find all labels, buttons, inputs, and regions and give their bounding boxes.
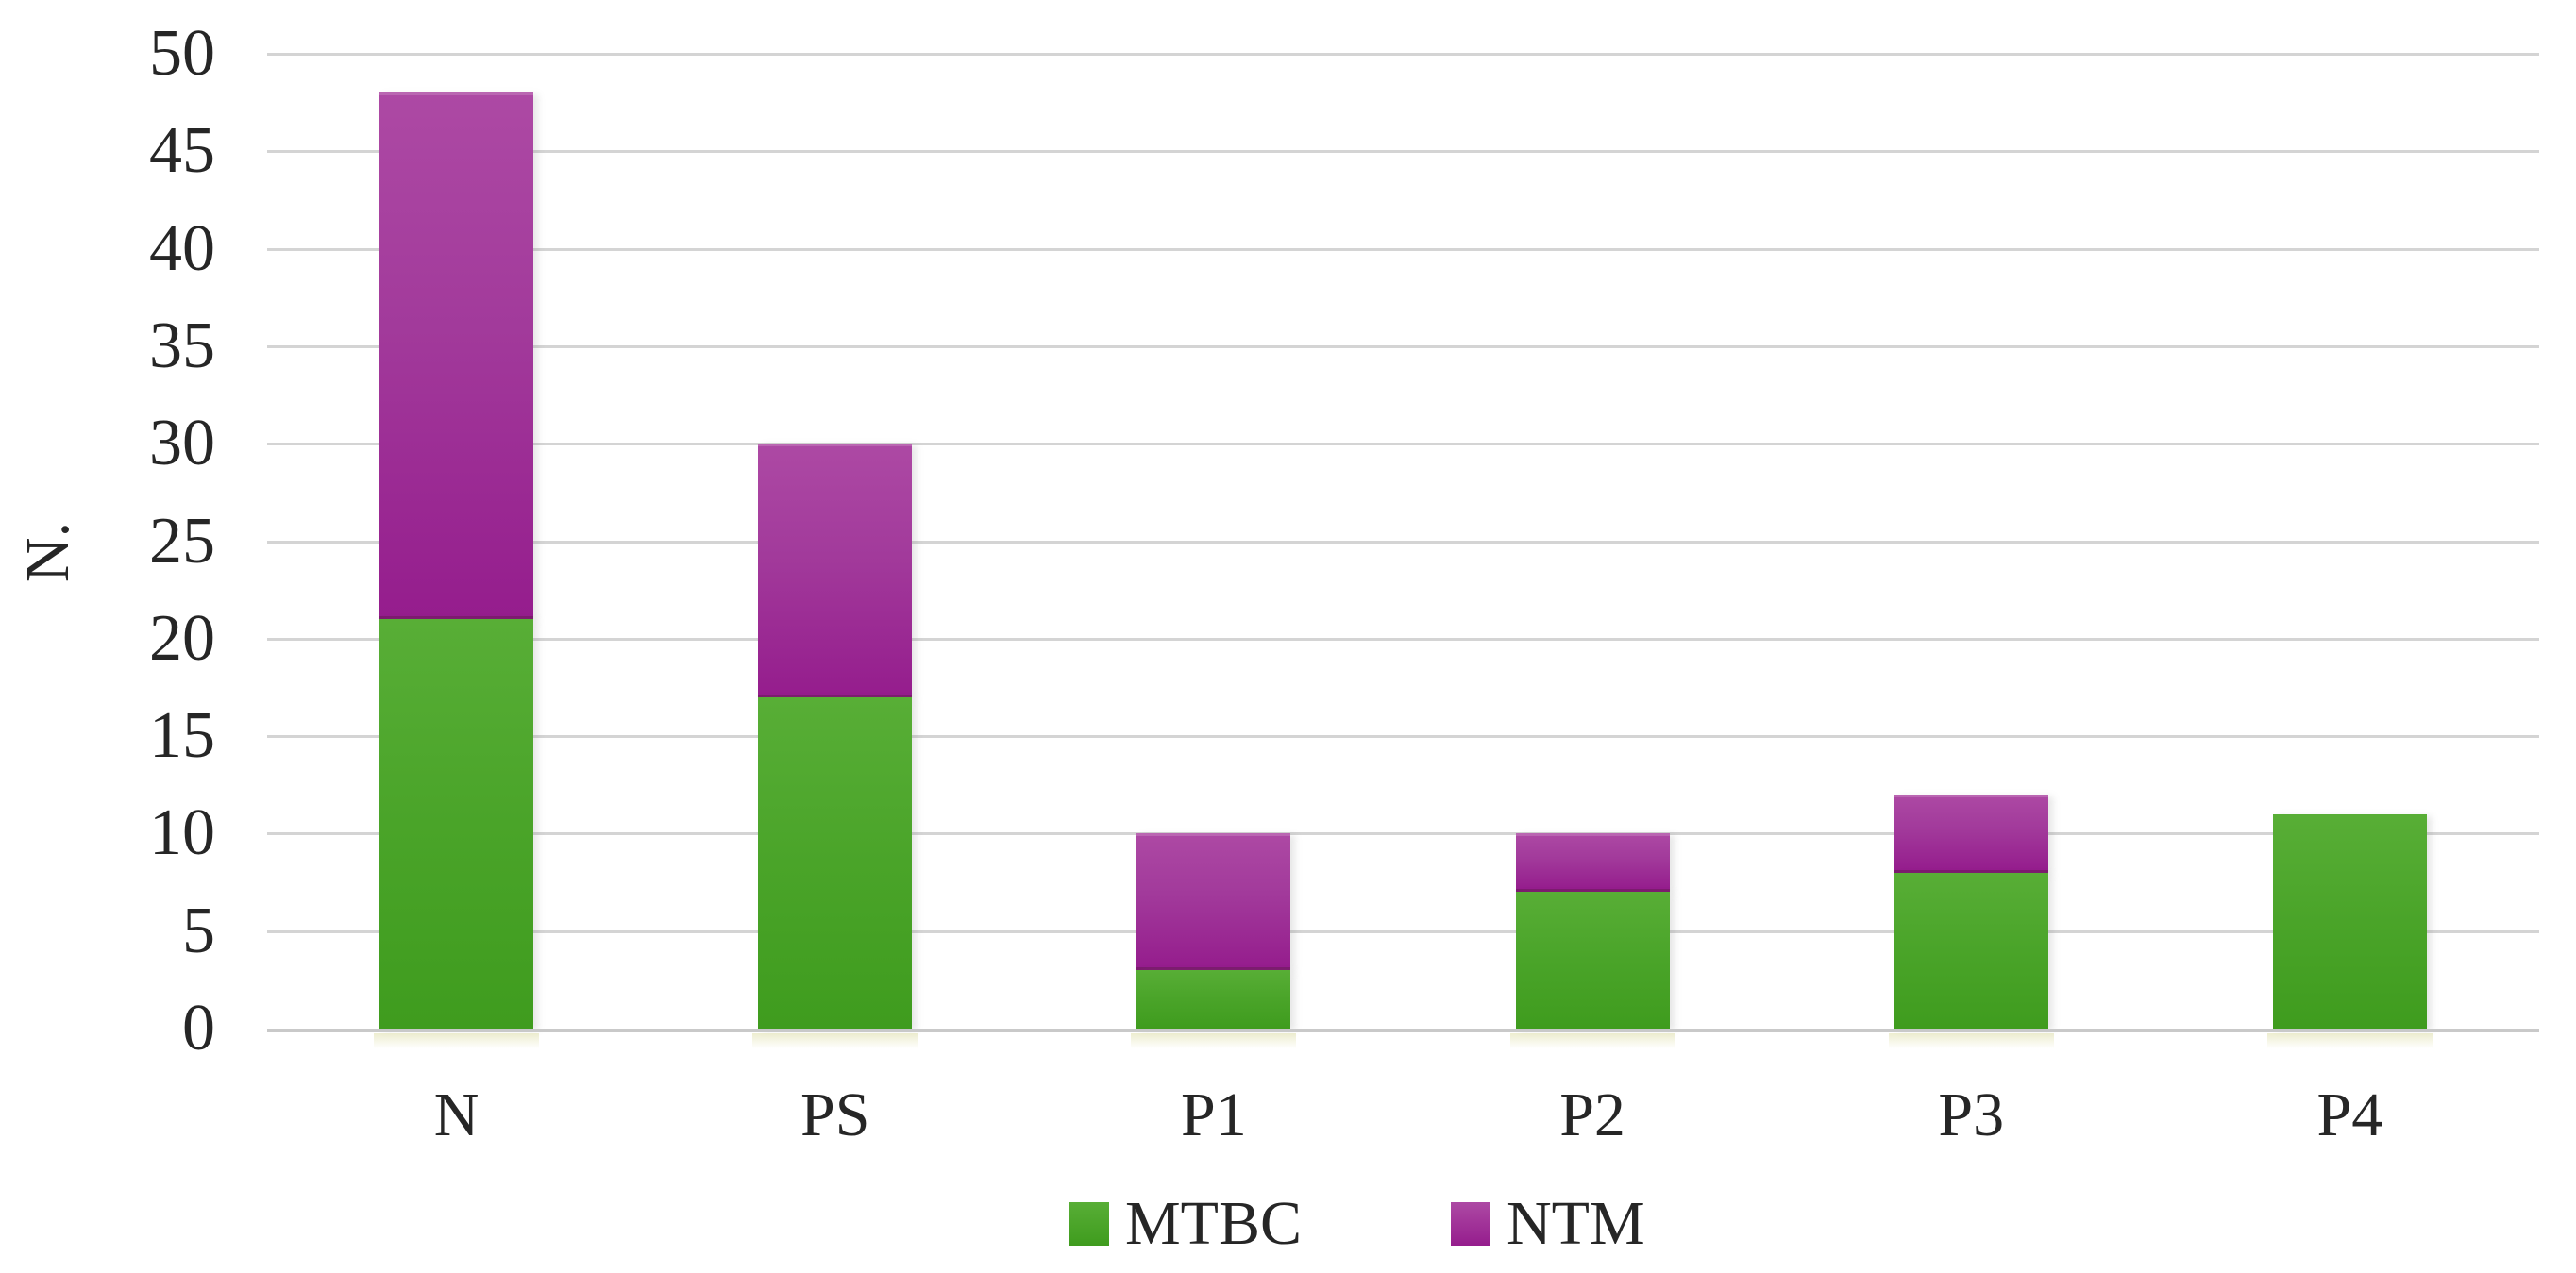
gridline-35 [267, 344, 2539, 348]
y-tick-label-50: 50 [149, 17, 215, 90]
gridline-50 [267, 53, 2539, 56]
bar-segment-mtbc-P4 [2272, 813, 2427, 1029]
gridline-15 [267, 735, 2539, 739]
y-tick-label-10: 10 [149, 796, 215, 870]
y-tick-label-15: 15 [149, 699, 215, 773]
x-label-P3: P3 [1938, 1080, 2005, 1149]
bar-segment-mtbc-N [379, 619, 534, 1029]
bar-segment-ntm-P3 [1894, 795, 2048, 873]
bar-segment-mtbc-PS [758, 696, 913, 1029]
y-tick-label-25: 25 [149, 504, 215, 578]
bar-shadow-PS [752, 1033, 918, 1048]
bar-shadow-P2 [1509, 1033, 1675, 1048]
bar-shadow-P3 [1888, 1033, 2054, 1048]
y-axis-title: N. [13, 521, 82, 583]
bar-shadow-P1 [1131, 1033, 1297, 1048]
bar-segment-ntm-P2 [1515, 833, 1670, 893]
gridline-20 [267, 637, 2539, 641]
bar-segment-mtbc-P2 [1515, 892, 1670, 1029]
legend: MTBC NTM [0, 1187, 2576, 1258]
legend-label-mtbc: MTBC [1125, 1189, 1303, 1258]
bar-shadow-N [374, 1033, 540, 1048]
bar-segment-mtbc-P3 [1894, 872, 2048, 1029]
gridline-40 [267, 247, 2539, 251]
legend-item-ntm: NTM [1451, 1189, 1645, 1258]
x-label-PS: PS [800, 1080, 870, 1149]
gridline-45 [267, 150, 2539, 154]
x-label-N: N [433, 1080, 480, 1149]
bar-shadow-P4 [2266, 1033, 2433, 1048]
y-tick-label-5: 5 [182, 894, 215, 967]
gridline-10 [267, 832, 2539, 836]
legend-item-mtbc: MTBC [1069, 1189, 1303, 1258]
bar-segment-ntm-PS [758, 444, 913, 697]
y-tick-label-35: 35 [149, 309, 215, 382]
x-label-P1: P1 [1181, 1080, 1247, 1149]
bar-segment-ntm-P1 [1136, 833, 1291, 970]
legend-label-ntm: NTM [1507, 1189, 1645, 1258]
gridline-5 [267, 930, 2539, 933]
legend-swatch-ntm [1451, 1202, 1490, 1246]
y-tick-label-30: 30 [149, 407, 215, 480]
y-tick-label-20: 20 [149, 601, 215, 675]
y-tick-label-40: 40 [149, 211, 215, 285]
y-tick-label-0: 0 [182, 992, 215, 1064]
gridline-30 [267, 443, 2539, 446]
y-tick-label-45: 45 [149, 114, 215, 188]
bar-segment-ntm-N [379, 92, 534, 620]
legend-swatch-mtbc [1069, 1202, 1109, 1246]
gridline-25 [267, 540, 2539, 544]
x-label-P2: P2 [1559, 1080, 1625, 1149]
bar-segment-mtbc-P1 [1136, 970, 1291, 1029]
x-label-P4: P4 [2316, 1080, 2383, 1149]
x-axis-line [267, 1029, 2539, 1032]
